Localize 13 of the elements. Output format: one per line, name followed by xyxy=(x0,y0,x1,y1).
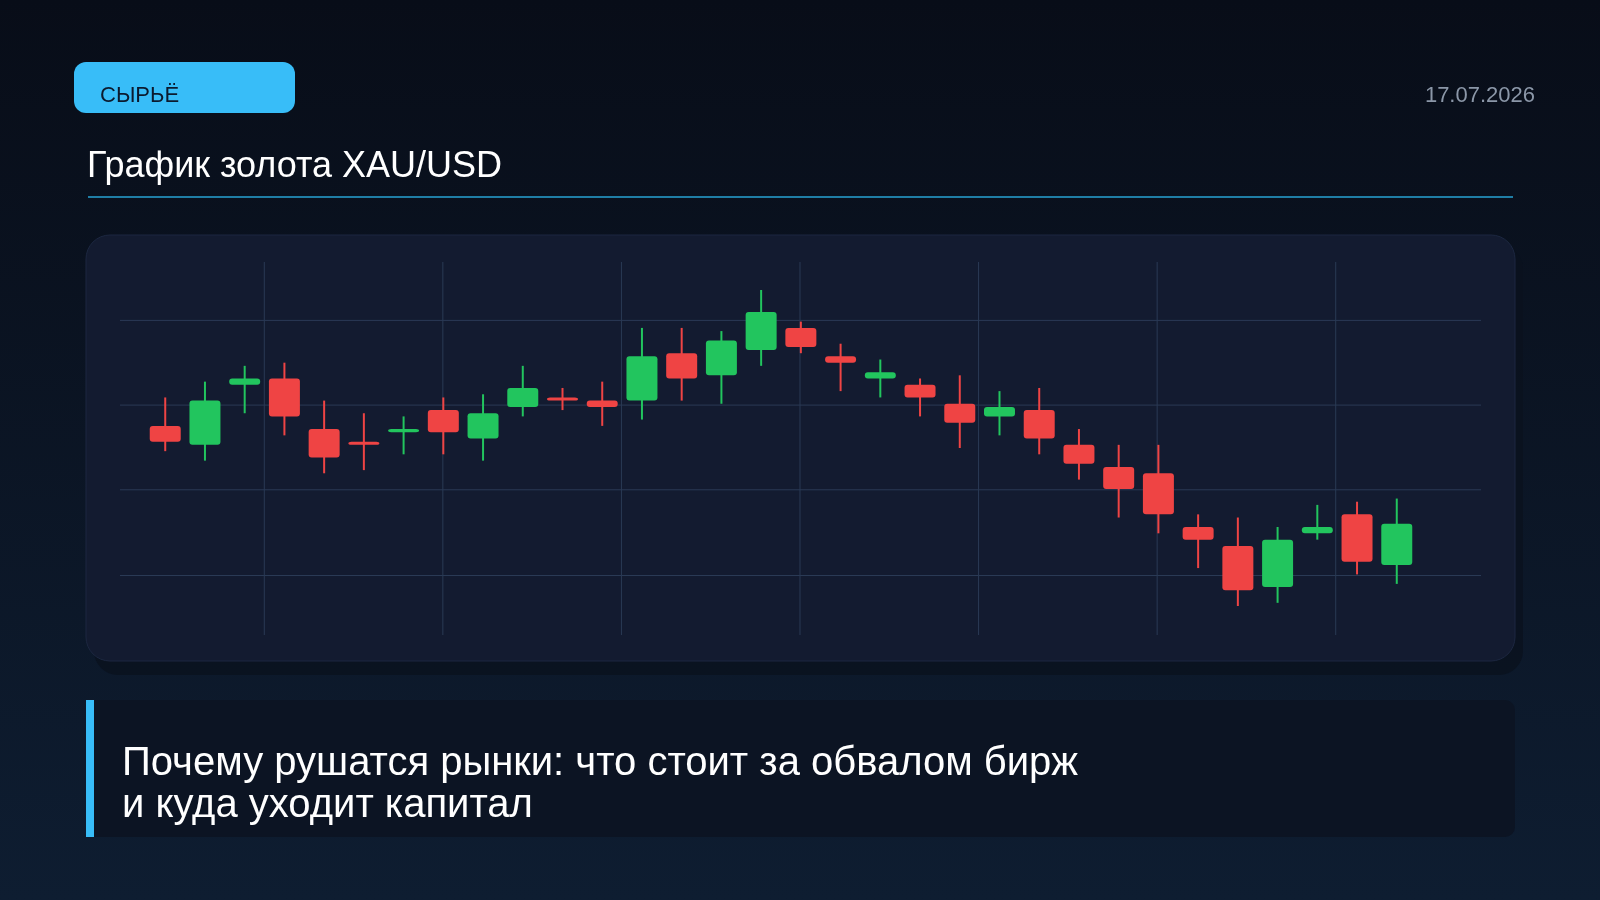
candlestick xyxy=(864,358,896,399)
candlestick xyxy=(348,412,380,472)
candlestick xyxy=(984,390,1015,437)
text: 17.07.2026 xyxy=(1424,82,1535,107)
candlestick xyxy=(586,380,618,427)
text: Почему рушатся рынки: что стоит за обвалом бирж и куда уходит капитал xyxy=(122,739,1079,825)
candlestick xyxy=(388,415,420,456)
candlestick xyxy=(825,342,857,393)
chart-title: График золота XAU/USD xyxy=(87,144,503,185)
candlestick xyxy=(1301,503,1333,541)
candlestick xyxy=(229,364,261,415)
candlestick xyxy=(547,386,578,412)
text: СЫРЬЁ xyxy=(100,82,180,107)
